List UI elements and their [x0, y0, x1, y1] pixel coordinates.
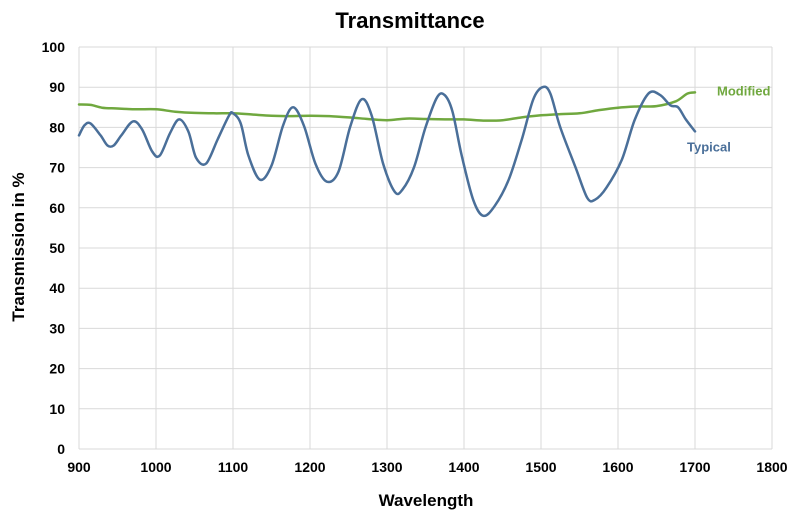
x-tick-label: 1200 — [294, 459, 325, 475]
x-tick-label: 1000 — [140, 459, 171, 475]
y-tick-label: 0 — [57, 441, 65, 457]
series-line-typical — [77, 85, 697, 218]
x-tick-label: 1600 — [602, 459, 633, 475]
series-lines — [77, 85, 697, 218]
x-tick-label: 1400 — [448, 459, 479, 475]
y-tick-label: 100 — [42, 39, 66, 55]
y-tick-label: 30 — [49, 320, 65, 336]
y-tick-label: 50 — [49, 240, 65, 256]
y-tick-label: 80 — [49, 119, 65, 135]
y-tick-label: 70 — [49, 160, 65, 176]
y-tick-label: 10 — [49, 401, 65, 417]
x-tick-label: 900 — [67, 459, 91, 475]
y-tick-label: 40 — [49, 280, 65, 296]
y-tick-labels: 0 10 20 30 40 50 60 70 80 90 100 — [42, 39, 66, 457]
series-label-modified: Modified — [717, 83, 770, 98]
x-axis-label: Wavelength — [379, 491, 474, 510]
y-tick-label: 60 — [49, 200, 65, 216]
y-tick-label: 90 — [49, 79, 65, 95]
y-tick-label: 20 — [49, 361, 65, 377]
series-line-modified — [77, 91, 697, 122]
chart-title: Transmittance — [335, 8, 484, 33]
series-labels: Modified Typical — [687, 83, 770, 154]
series-label-typical: Typical — [687, 139, 731, 154]
x-tick-label: 1300 — [371, 459, 402, 475]
y-axis-label: Transmission in % — [9, 172, 28, 321]
x-tick-label: 1700 — [679, 459, 710, 475]
gridlines — [78, 46, 773, 450]
x-tick-label: 1500 — [525, 459, 556, 475]
x-tick-label: 1800 — [756, 459, 787, 475]
x-tick-label: 1100 — [218, 459, 249, 475]
x-tick-labels: 900 1000 1100 1200 1300 1400 1500 1600 1700 1800 — [67, 459, 787, 475]
